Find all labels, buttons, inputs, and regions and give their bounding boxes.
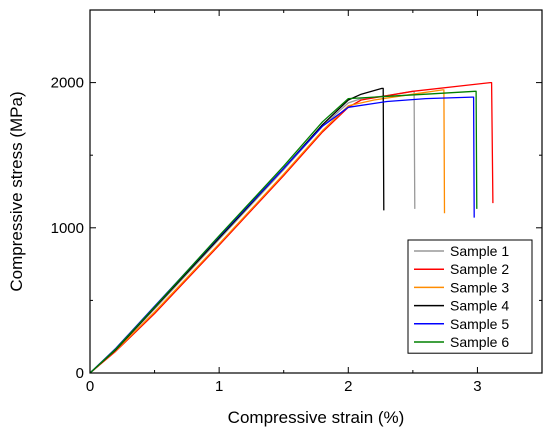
plot-frame <box>89 9 543 374</box>
x-tick-label: 3 <box>473 378 481 395</box>
legend-label: Sample 2 <box>450 261 509 277</box>
series-line-sample-4 <box>89 87 385 374</box>
legend-label: Sample 3 <box>450 279 509 295</box>
legend-label: Sample 6 <box>450 334 509 350</box>
legend-label: Sample 1 <box>450 243 509 259</box>
series-line-sample-6 <box>89 90 478 374</box>
y-tick-label: 1000 <box>51 220 84 237</box>
legend-label: Sample 4 <box>450 298 509 314</box>
series-line-sample-1 <box>89 90 416 374</box>
legend-label: Sample 5 <box>450 316 509 332</box>
legend-box <box>407 239 533 354</box>
y-axis-title: Compressive stress (MPa) <box>7 91 26 291</box>
x-tick-label: 2 <box>344 378 352 395</box>
x-tick-label: 1 <box>215 378 223 395</box>
y-tick-label: 0 <box>76 365 84 382</box>
x-tick-label: 0 <box>86 378 94 395</box>
y-tick-label: 2000 <box>51 75 84 92</box>
series-line-sample-3 <box>89 89 446 374</box>
x-axis-title: Compressive strain (%) <box>228 408 405 427</box>
